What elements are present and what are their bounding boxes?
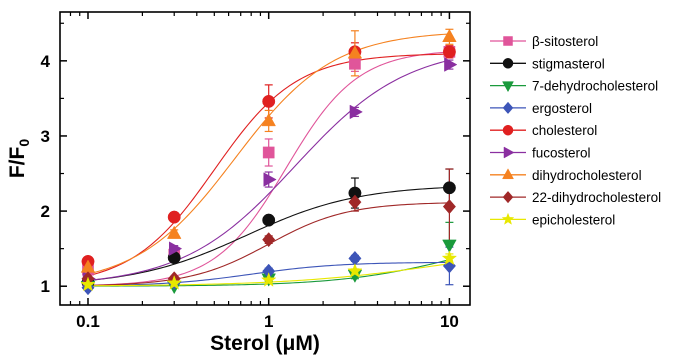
legend-label: β-sitosterol [532, 34, 598, 49]
data-point [80, 276, 96, 292]
y-tick-label: 1 [41, 277, 50, 296]
legend-label: 22-dihydrocholesterol [532, 190, 661, 205]
legend-label: 7-dehydrocholesterol [532, 79, 658, 94]
legend-marker [502, 168, 514, 180]
y-axis-title-main: F/F [6, 146, 29, 178]
axis-ticks: 0.1 1 10 1 2 3 4 [41, 12, 470, 331]
data-point [166, 225, 182, 239]
legend-marker [502, 101, 514, 115]
legend-label: epicholesterol [532, 212, 615, 227]
data-point [348, 194, 362, 210]
y-axis-title: F/F0 [6, 139, 32, 179]
data-point [442, 45, 456, 59]
legend-item: β-sitosterol [490, 34, 598, 49]
legend-label: cholesterol [532, 123, 597, 138]
data-point [347, 263, 363, 278]
data-point [263, 172, 277, 187]
data-markers [80, 28, 458, 296]
legend-item: 22-dihydrocholesterol [490, 190, 661, 205]
data-point [442, 199, 456, 215]
error-bars [83, 28, 454, 290]
data-point [349, 58, 361, 70]
legend-marker [502, 81, 514, 93]
legend-label: dihydrocholesterol [532, 168, 642, 183]
y-tick-label: 4 [41, 52, 51, 71]
data-point [167, 210, 181, 224]
y-tick-label: 2 [41, 202, 50, 221]
data-point [349, 104, 363, 120]
x-tick-label: 10 [440, 312, 459, 331]
fit-curve [87, 59, 450, 281]
y-tick-label: 3 [41, 127, 50, 146]
legend-marker [503, 146, 515, 159]
legend-label: stigmasterol [532, 56, 605, 71]
y-axis-title-subscript: 0 [16, 139, 32, 147]
data-point [262, 146, 275, 159]
legend-marker [501, 212, 515, 225]
data-point [262, 213, 276, 227]
legend-item: cholesterol [490, 123, 597, 138]
x-tick-label: 0.1 [76, 312, 100, 331]
fit-curve [87, 51, 450, 286]
legend-marker [502, 190, 514, 204]
data-point [260, 272, 277, 287]
data-point [444, 57, 458, 72]
plot-frame [59, 11, 471, 306]
legend-item: 7-dehydrocholesterol [490, 79, 658, 94]
legend-item: stigmasterol [490, 56, 605, 71]
data-point [262, 94, 276, 108]
data-point [441, 250, 458, 266]
x-axis-title: Sterol (μM) [210, 332, 320, 355]
data-point [442, 28, 457, 43]
legend-marker [502, 58, 514, 69]
data-point [442, 181, 456, 195]
data-point [347, 45, 363, 59]
x-tick-label: 1 [264, 312, 273, 331]
data-point [261, 112, 276, 127]
legend: β-sitosterol stigmasterol 7-dehydrocholest… [490, 34, 661, 227]
data-point [169, 241, 183, 256]
legend-item: fucosterol [490, 146, 591, 161]
legend-marker [503, 36, 513, 46]
legend-item: dihydrocholesterol [490, 168, 642, 183]
data-point [442, 239, 457, 253]
legend-label: ergosterol [532, 101, 592, 116]
data-point [262, 232, 276, 248]
legend-label: fucosterol [532, 146, 591, 161]
legend-marker [502, 124, 514, 136]
data-point [166, 275, 182, 290]
legend-item: ergosterol [490, 101, 592, 116]
legend-item: epicholesterol [490, 212, 615, 227]
